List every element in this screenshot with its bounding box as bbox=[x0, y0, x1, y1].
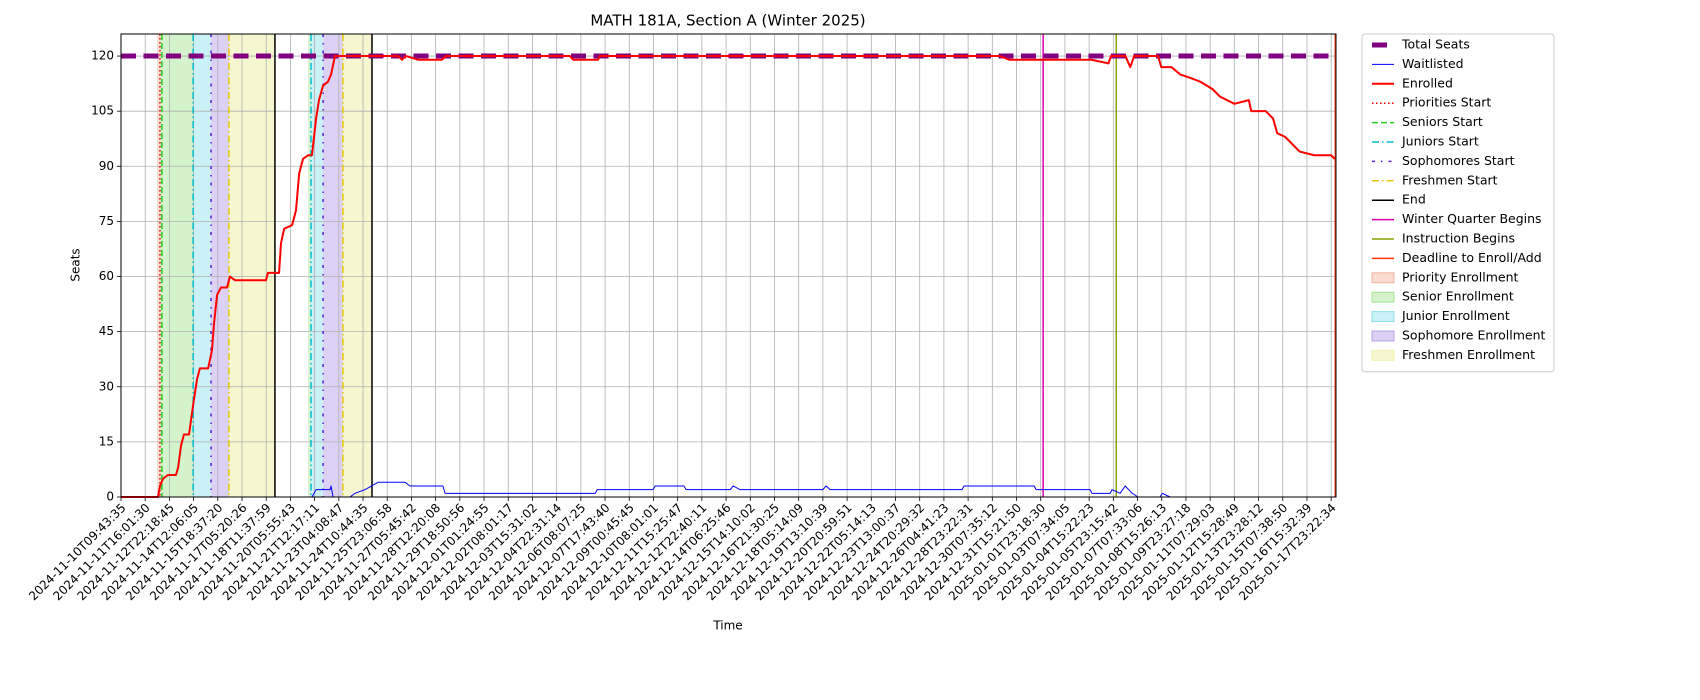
y-tick-label: 30 bbox=[99, 379, 114, 393]
y-tick-label: 90 bbox=[99, 159, 114, 173]
enrollment-span bbox=[211, 34, 229, 497]
enrollment-span bbox=[157, 34, 160, 497]
x-axis-label: Time bbox=[712, 619, 742, 633]
legend-frame bbox=[1361, 33, 1555, 373]
legend-label: Sophomores Start bbox=[1402, 153, 1515, 168]
legend-label: Juniors Start bbox=[1401, 134, 1479, 149]
legend-label: Sophomore Enrollment bbox=[1402, 328, 1546, 343]
legend-label: Total Seats bbox=[1401, 37, 1470, 52]
legend-label: Winter Quarter Begins bbox=[1402, 211, 1542, 226]
enrollment-span bbox=[193, 34, 212, 497]
enrollment-span bbox=[342, 34, 372, 497]
legend-swatch bbox=[1371, 311, 1395, 323]
y-tick-label: 60 bbox=[99, 269, 114, 283]
legend-label: Freshmen Enrollment bbox=[1402, 347, 1535, 362]
axes-frame bbox=[120, 33, 1337, 498]
legend-label: Instruction Begins bbox=[1402, 231, 1515, 246]
y-tick-label: 105 bbox=[91, 104, 114, 118]
enrollment-span bbox=[159, 34, 194, 497]
legend-label: Senior Enrollment bbox=[1402, 289, 1514, 304]
y-axis-label: Seats bbox=[69, 248, 83, 281]
legend-label: Priorities Start bbox=[1402, 95, 1491, 110]
legend-swatch bbox=[1371, 272, 1395, 284]
y-tick-label: 120 bbox=[91, 49, 114, 63]
legend-label: Priority Enrollment bbox=[1402, 269, 1519, 284]
legend-label: Deadline to Enroll/Add bbox=[1402, 250, 1542, 265]
legend-swatch bbox=[1371, 291, 1395, 303]
legend-label: Enrolled bbox=[1402, 75, 1453, 90]
legend-label: End bbox=[1402, 192, 1426, 207]
y-tick-label: 75 bbox=[99, 214, 114, 228]
legend-swatch bbox=[1371, 349, 1395, 361]
legend-label: Junior Enrollment bbox=[1401, 308, 1510, 323]
series-line bbox=[121, 55, 1336, 498]
y-tick-label: 45 bbox=[99, 324, 114, 338]
enrollment-span bbox=[308, 34, 311, 497]
legend-label: Freshmen Start bbox=[1402, 172, 1498, 187]
enrollment-span bbox=[323, 34, 343, 497]
enrollment-span bbox=[310, 34, 324, 497]
legend-label: Seniors Start bbox=[1402, 114, 1483, 129]
enrollment-span bbox=[228, 34, 275, 497]
chart-title: MATH 181A, Section A (Winter 2025) bbox=[590, 12, 865, 30]
series-line bbox=[121, 481, 1336, 498]
y-tick-label: 15 bbox=[99, 434, 114, 448]
y-tick-label: 0 bbox=[106, 490, 114, 504]
legend-label: Waitlisted bbox=[1402, 56, 1464, 71]
legend-swatch bbox=[1371, 330, 1395, 342]
